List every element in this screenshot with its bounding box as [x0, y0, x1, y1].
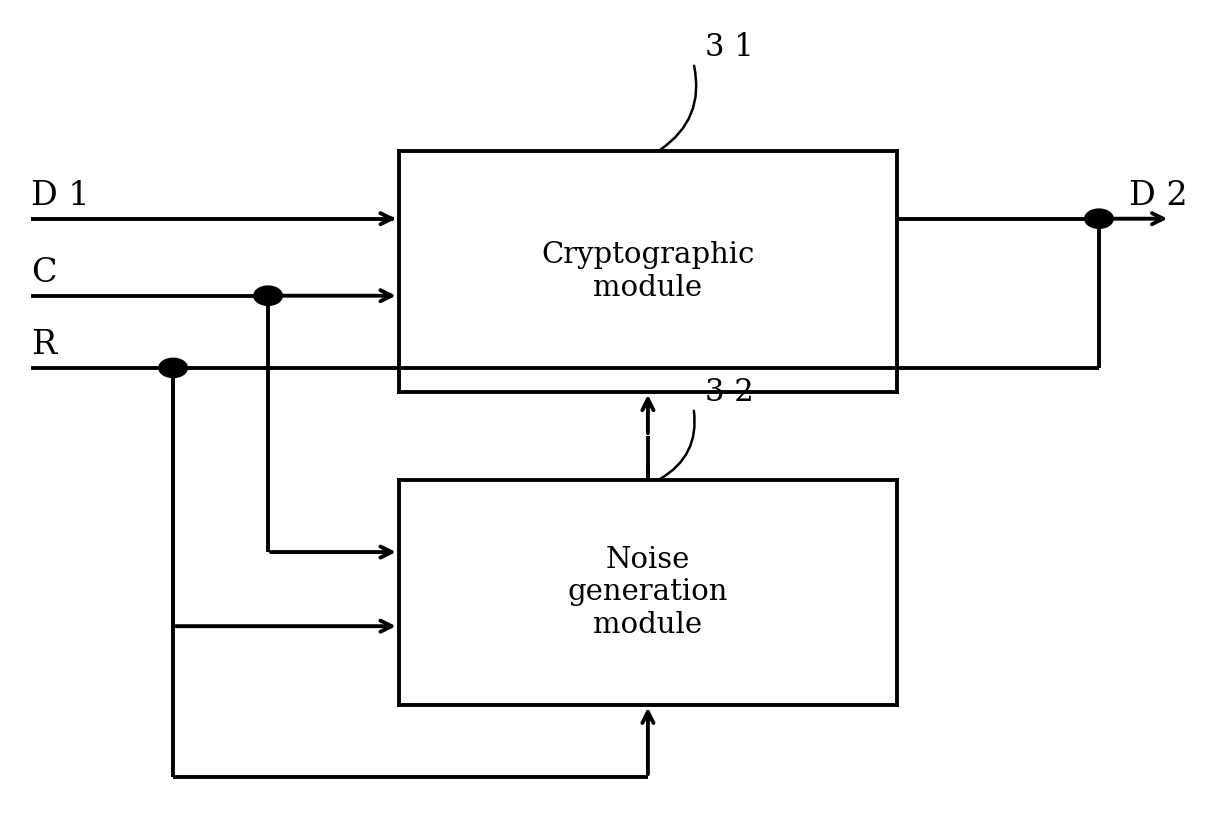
Bar [399, 480, 898, 705]
Circle shape [254, 286, 283, 305]
Text: 3 2: 3 2 [705, 377, 754, 408]
Text: D 1: D 1 [30, 180, 89, 212]
Text: 3 1: 3 1 [705, 32, 754, 63]
Text: Noise
generation
module: Noise generation module [568, 546, 728, 639]
Text: C: C [30, 257, 57, 290]
Text: Cryptographic
module: Cryptographic module [541, 242, 755, 302]
Text: D 2: D 2 [1128, 180, 1187, 212]
Text: R: R [30, 330, 56, 361]
Bar [399, 151, 898, 392]
Circle shape [1085, 209, 1114, 228]
Circle shape [159, 358, 187, 378]
